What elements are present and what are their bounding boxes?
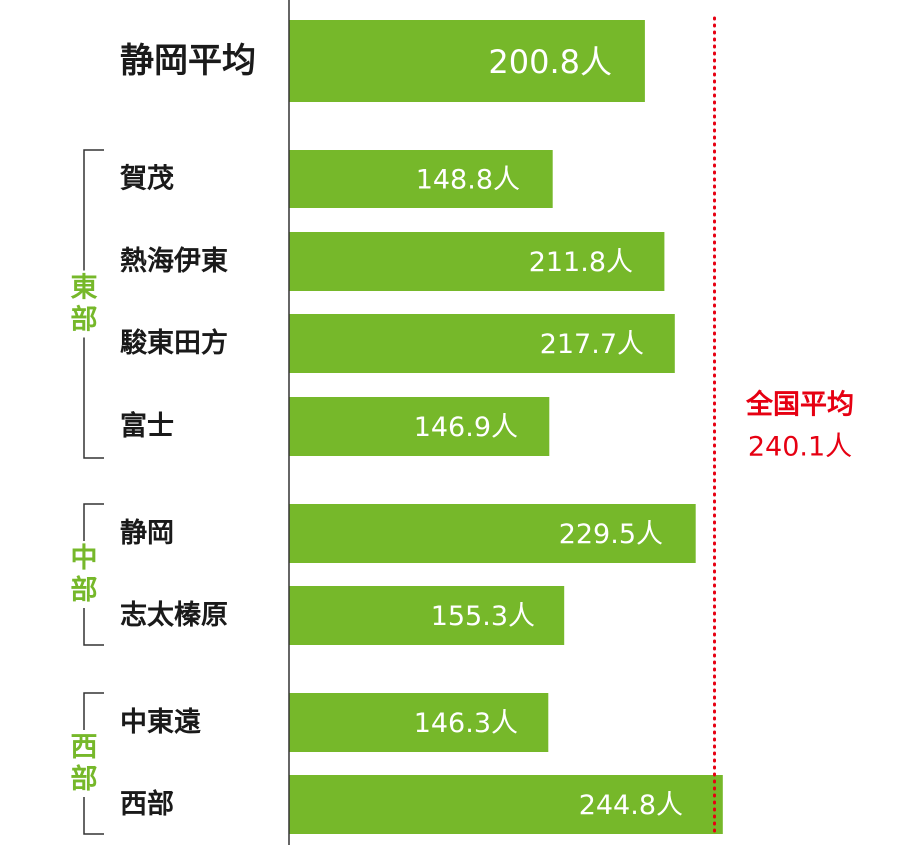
bar-1 [289, 150, 553, 208]
reference-value-label: 240.1人 [748, 432, 852, 463]
group-label-backing [67, 541, 101, 608]
value-label: 200.8人 [488, 43, 612, 81]
value-label: 244.8人 [579, 790, 683, 821]
value-label: 155.3人 [431, 601, 535, 632]
value-label: 146.9人 [414, 412, 518, 443]
bar-4 [289, 397, 550, 456]
value-label: 148.8人 [416, 165, 520, 196]
bar-2 [289, 232, 665, 291]
category-label: 中東遠 [120, 707, 201, 738]
category-label: 駿東田方 [120, 327, 228, 359]
value-label: 211.8人 [529, 247, 633, 278]
category-label: 静岡 [120, 518, 174, 549]
category-label: 賀茂 [120, 164, 174, 195]
value-label: 229.5人 [559, 519, 663, 550]
category-label: 志太榛原 [120, 600, 228, 631]
bar-6 [289, 586, 565, 645]
bar-3 [289, 314, 675, 373]
bar-5 [289, 504, 696, 563]
reference-label: 全国平均 [745, 389, 854, 421]
group-label: 中部 [71, 543, 98, 606]
group-label: 西部 [71, 732, 98, 795]
bar-8 [289, 775, 723, 834]
bar-0 [289, 20, 645, 102]
category-label: 静岡平均 [120, 41, 256, 81]
category-label: 富士 [120, 410, 174, 442]
category-label: 熱海伊東 [120, 246, 228, 277]
value-label: 146.3人 [414, 708, 518, 739]
group-label-backing [67, 730, 101, 797]
group-label: 東部 [71, 273, 98, 336]
group-label-backing [67, 270, 101, 338]
value-label: 217.7人 [540, 329, 644, 360]
bar-7 [289, 693, 549, 752]
category-label: 西部 [120, 788, 174, 820]
